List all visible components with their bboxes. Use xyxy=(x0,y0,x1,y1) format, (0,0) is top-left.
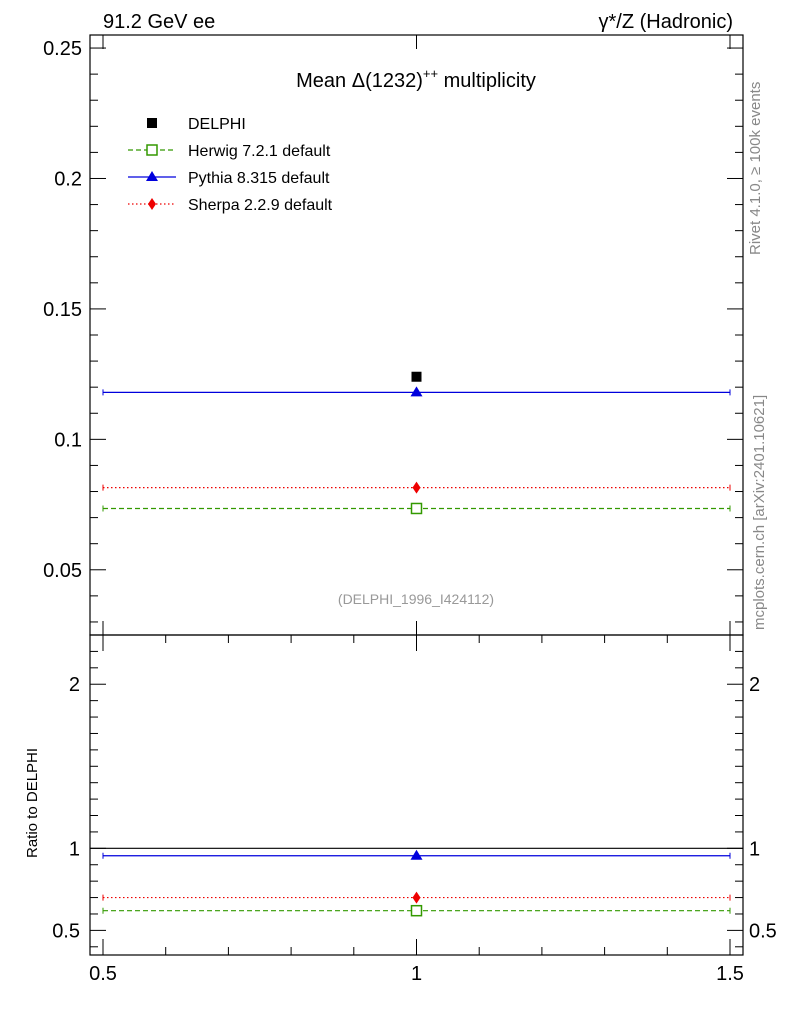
legend-label-sherpa: Sherpa 2.2.9 default xyxy=(188,197,333,214)
ratio-x-tick-label: 0.5 xyxy=(89,963,117,985)
main-y-tick-label: 0.2 xyxy=(54,168,82,190)
legend-label-pythia: Pythia 8.315 default xyxy=(188,170,330,187)
ratio-x-tick-label: 1.5 xyxy=(716,963,744,985)
ratio-point-sherpa xyxy=(412,891,421,904)
energy-label: 91.2 GeV ee xyxy=(103,11,215,33)
ratio-y-tick-label: 2 xyxy=(69,674,80,696)
main-y-tick-label: 0.25 xyxy=(43,38,82,60)
main-point-herwig xyxy=(410,502,423,515)
main-point-delphi xyxy=(411,371,422,382)
ratio-y-tick-label-right: 0.5 xyxy=(749,920,777,942)
ratio-y-tick-label-right: 2 xyxy=(749,674,760,696)
main-y-tick-label: 0.15 xyxy=(43,299,82,321)
main-y-ticks xyxy=(90,47,743,623)
main-x-ticks xyxy=(102,35,731,635)
main-y-tick-label: 0.1 xyxy=(54,429,82,451)
ratio-x-tick-label: 1 xyxy=(411,963,422,985)
main-point-pythia xyxy=(410,386,423,397)
legend-label-herwig: Herwig 7.2.1 default xyxy=(188,143,331,160)
ratio-y-tick-label: 1 xyxy=(69,838,80,860)
main-y-tick-labels: 0.05 0.1 0.15 0.2 0.25 xyxy=(43,38,82,582)
main-series xyxy=(102,371,731,515)
ratio-point-herwig xyxy=(410,904,423,917)
ratio-y-ticks xyxy=(90,650,743,948)
chart-title: Mean Δ(1232)++ multiplicity xyxy=(296,66,536,92)
ratio-x-ticks xyxy=(102,635,731,955)
main-point-sherpa xyxy=(412,481,421,494)
legend: DELPHI Herwig 7.2.1 default Pythia 8.315… xyxy=(128,116,333,214)
mcplots-label: mcplots.cern.ch [arXiv:2401.10621] xyxy=(751,395,768,630)
rivet-label: Rivet 4.1.0, ≥ 100k events xyxy=(747,82,764,255)
ratio-y-tick-label: 0.5 xyxy=(52,920,80,942)
ratio-series xyxy=(90,847,743,917)
ratio-x-tick-labels: 0.5 1 1.5 xyxy=(89,963,744,985)
legend-marker-sherpa xyxy=(148,198,156,210)
legend-marker-delphi xyxy=(147,118,157,128)
legend-marker-herwig xyxy=(146,144,158,156)
main-y-tick-label: 0.05 xyxy=(43,560,82,582)
process-label: γ*/Z (Hadronic) xyxy=(599,11,733,33)
ratio-y-tick-label-right: 1 xyxy=(749,838,760,860)
ratio-y-axis-label: Ratio to DELPHI xyxy=(24,748,41,858)
legend-marker-pythia xyxy=(146,171,158,181)
ratio-y-tick-labels: 0.5 0.5 1 1 2 2 xyxy=(52,674,777,942)
ratio-point-pythia xyxy=(410,849,423,860)
analysis-label: (DELPHI_1996_I424112) xyxy=(338,591,494,607)
legend-label-delphi: DELPHI xyxy=(188,116,246,133)
